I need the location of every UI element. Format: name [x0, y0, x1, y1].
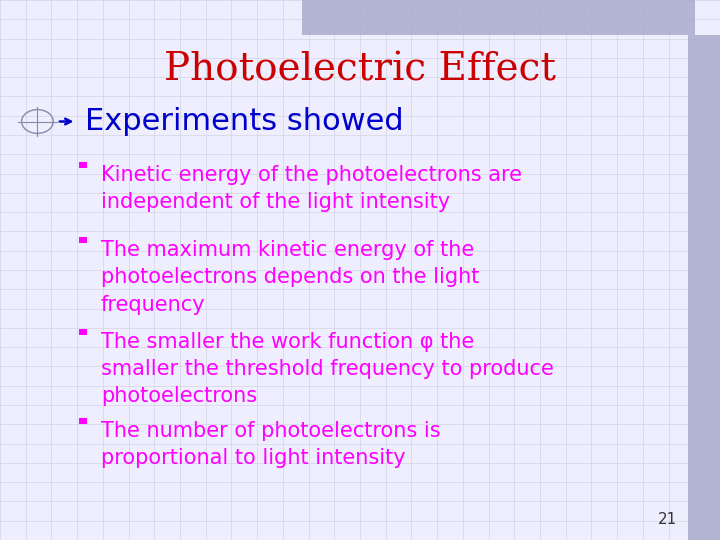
Text: The maximum kinetic energy of the
photoelectrons depends on the light
frequency: The maximum kinetic energy of the photoe… — [101, 240, 480, 315]
Bar — [79, 237, 87, 243]
Text: Experiments showed: Experiments showed — [85, 107, 404, 136]
Text: The number of photoelectrons is
proportional to light intensity: The number of photoelectrons is proporti… — [101, 421, 441, 468]
Text: The smaller the work function φ the
smaller the threshold frequency to produce
p: The smaller the work function φ the smal… — [101, 332, 554, 407]
Text: Photoelectric Effect: Photoelectric Effect — [164, 51, 556, 89]
Text: 21: 21 — [657, 511, 677, 526]
Bar — [79, 162, 87, 167]
Bar — [79, 418, 87, 424]
Bar — [688, 35, 720, 540]
Bar — [79, 329, 87, 335]
Bar — [302, 0, 695, 35]
Text: Kinetic energy of the photoelectrons are
independent of the light intensity: Kinetic energy of the photoelectrons are… — [101, 165, 522, 212]
